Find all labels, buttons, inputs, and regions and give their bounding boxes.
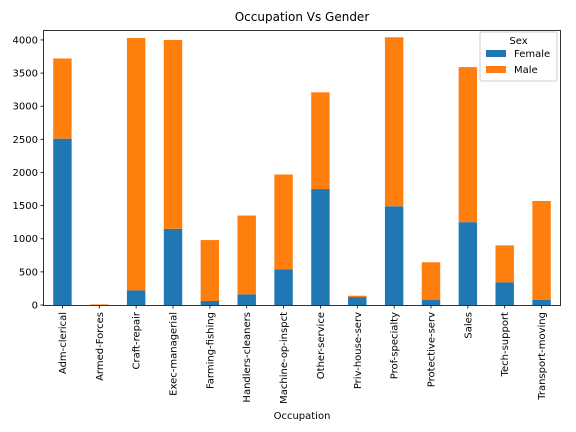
x-tick-label: Handlers-cleaners — [242, 312, 253, 403]
y-tick-label: 2500 — [13, 135, 38, 146]
y-tick-label: 1500 — [13, 201, 38, 212]
x-tick-label: Craft-repair — [132, 311, 143, 369]
legend-label-male: Male — [514, 65, 538, 76]
bar-male-armed-forces — [90, 304, 109, 305]
bar-male-transport-moving — [532, 200, 551, 300]
y-tick-label: 4000 — [13, 35, 38, 46]
bar-male-other-service — [311, 92, 330, 190]
x-tick-label: Protective-serv — [427, 312, 438, 387]
y-axis: 0 500 1000 1500 2000 2500 3000 3500 4000 — [13, 35, 44, 312]
legend-title: Sex — [509, 36, 527, 47]
x-tick-label: Prof-specialty — [390, 312, 401, 379]
x-tick-label: Farming-fishing — [205, 312, 216, 389]
bar-female-protective-serv — [421, 300, 441, 305]
bar-female-transport-moving — [532, 299, 551, 305]
bar-female-other-service — [311, 189, 330, 305]
x-tick-label: Tech-support — [500, 312, 511, 377]
x-tick-label: Sales — [463, 312, 474, 339]
x-axis: Adm-clerical Armed-Forces Craft-repair Exec… — [58, 305, 548, 404]
bar-female-sales — [458, 222, 478, 305]
bar-female-exec-managerial — [163, 228, 183, 305]
bar-male-craft-repair — [126, 37, 146, 291]
y-tick-label: 1000 — [13, 234, 38, 245]
y-tick-label: 2000 — [13, 168, 38, 179]
bar-female-priv-house-serv — [348, 297, 367, 305]
x-axis-label: Occupation — [274, 411, 331, 422]
y-tick-label: 3500 — [13, 69, 38, 80]
bar-male-priv-house-serv — [348, 295, 367, 298]
x-tick-label: Machine-op-inspct — [279, 312, 290, 404]
bar-male-farming-fishing — [200, 240, 220, 302]
bar-female-machine-op-inspct — [274, 269, 293, 305]
bar-male-sales — [458, 67, 478, 223]
bar-male-tech-support — [495, 245, 514, 283]
bar-female-handlers-cleaners — [237, 294, 256, 305]
bar-male-exec-managerial — [163, 39, 183, 229]
bar-female-craft-repair — [126, 290, 146, 305]
bar-male-prof-specialty — [384, 37, 404, 207]
bars-layer — [53, 37, 551, 305]
plot-frame — [43, 30, 561, 306]
bar-male-machine-op-inspct — [274, 174, 293, 270]
legend-label-female: Female — [514, 49, 550, 60]
bar-male-adm-clerical — [53, 58, 72, 139]
legend: Sex Female Male — [479, 31, 558, 82]
x-tick-label: Priv-house-serv — [353, 312, 364, 389]
x-tick-label: Other-service — [316, 312, 327, 379]
bar-female-tech-support — [495, 282, 514, 305]
bar-female-farming-fishing — [200, 301, 220, 305]
bar-male-handlers-cleaners — [237, 215, 256, 295]
y-tick-label: 0 — [32, 301, 38, 312]
bar-female-prof-specialty — [384, 206, 404, 305]
y-tick-label: 500 — [19, 267, 38, 278]
bar-male-protective-serv — [421, 262, 441, 301]
x-tick-label: Transport-moving — [537, 312, 548, 401]
bar-female-adm-clerical — [53, 138, 72, 305]
y-tick-label: 3000 — [13, 102, 38, 113]
x-tick-label: Exec-managerial — [169, 312, 180, 396]
x-tick-label: Armed-Forces — [95, 312, 106, 381]
legend-swatch-female — [486, 50, 506, 57]
chart-title: Occupation Vs Gender — [235, 10, 370, 24]
legend-swatch-male — [486, 66, 506, 73]
x-tick-label: Adm-clerical — [58, 312, 69, 374]
